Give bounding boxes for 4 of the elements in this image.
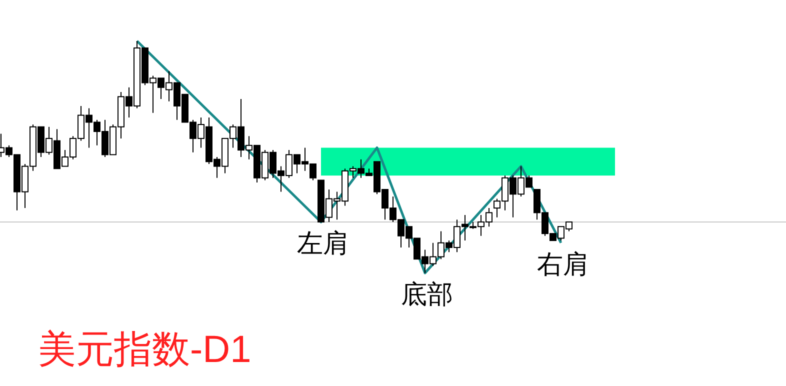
title: 美元指数-D1 [38, 329, 252, 371]
annotation: 右肩 [537, 250, 589, 279]
annotation: 底部 [401, 280, 453, 309]
annotation: 左肩 [297, 228, 349, 258]
